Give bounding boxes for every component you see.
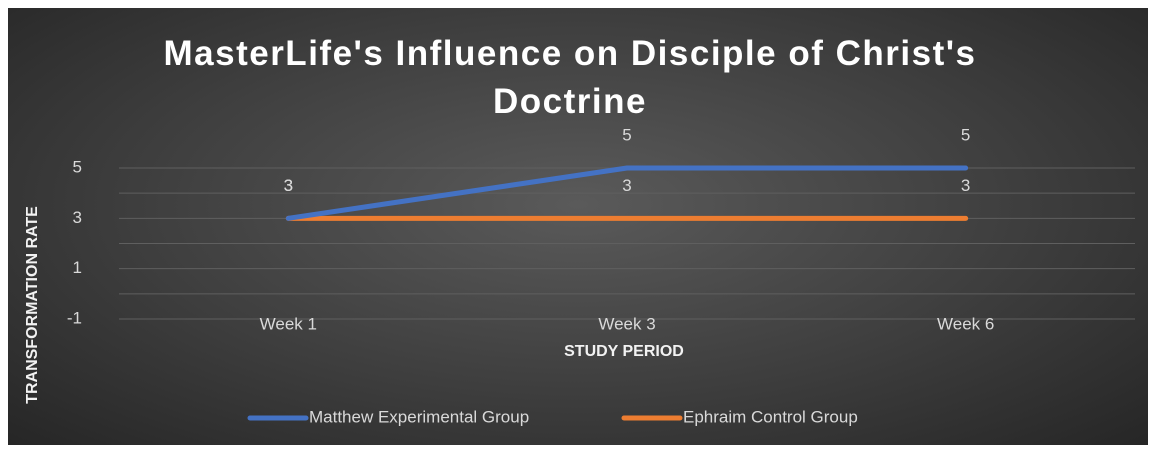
data-label: 3 bbox=[961, 176, 970, 195]
x-tick-label: Week 3 bbox=[598, 314, 655, 333]
chart-area bbox=[8, 8, 1148, 445]
x-tick-label: Week 6 bbox=[937, 314, 994, 333]
y-tick-label: 5 bbox=[73, 157, 82, 176]
data-label: 5 bbox=[622, 125, 631, 144]
series-line bbox=[285, 165, 969, 221]
data-label: 3 bbox=[284, 176, 293, 195]
data-label: 5 bbox=[961, 125, 970, 144]
y-tick-label: 3 bbox=[73, 208, 82, 227]
x-axis-title: STUDY PERIOD bbox=[564, 343, 684, 360]
data-label: 3 bbox=[622, 176, 631, 195]
y-tick-label: -1 bbox=[67, 308, 82, 327]
y-axis-title: TRANSFORMATION RATE bbox=[24, 206, 41, 404]
chart-title: MasterLife's Influence on Disciple of Ch… bbox=[163, 34, 977, 121]
y-tick-label: 1 bbox=[73, 258, 82, 277]
legend-label: Ephraim Control Group bbox=[683, 407, 858, 426]
legend-label: Matthew Experimental Group bbox=[309, 407, 529, 426]
data-label: 3 bbox=[284, 176, 293, 195]
x-tick-label: Week 1 bbox=[260, 314, 317, 333]
